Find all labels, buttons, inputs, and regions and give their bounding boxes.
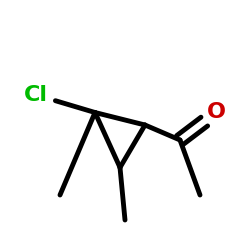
Text: O: O [207, 102, 226, 122]
Text: Cl: Cl [24, 85, 48, 105]
